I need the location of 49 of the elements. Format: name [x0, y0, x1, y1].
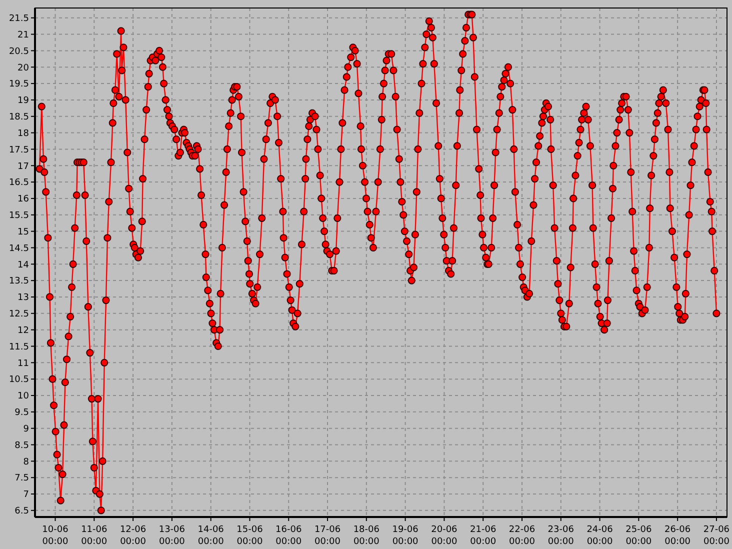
x-tick-label: 23-06 00:00 — [548, 525, 574, 547]
y-tick-label: 14.5 — [8, 244, 29, 254]
y-tick-label: 9.5 — [14, 408, 29, 418]
y-tick-label: 18 — [18, 128, 30, 139]
y-tick-label: 21.5 — [8, 14, 29, 24]
y-tick-label: 11 — [18, 358, 29, 369]
y-tick-label: 7.5 — [14, 474, 29, 484]
x-tick-label: 17-06 00:00 — [314, 525, 341, 547]
y-tick-label: 20.5 — [8, 46, 29, 57]
y-tick-label: 17.5 — [8, 145, 29, 156]
x-tick-label: 21-06 00:00 — [470, 525, 496, 547]
x-tick-label: 13-06 00:00 — [158, 525, 186, 547]
y-tick-label: 9 — [23, 424, 30, 434]
y-tick-label: 15.5 — [8, 211, 29, 222]
x-tick-label: 11-06 00:00 — [81, 525, 108, 547]
y-tick-label: 21 — [18, 30, 29, 40]
y-tick-label: 7 — [23, 490, 29, 500]
x-tick-label: 27-06 00:00 — [703, 525, 730, 547]
y-tick-label: 19 — [18, 96, 30, 106]
x-tick-label: 18-06 00:00 — [353, 525, 380, 547]
y-tick-label: 15 — [18, 227, 29, 238]
x-tick-label: 19-06 00:00 — [392, 525, 419, 547]
x-tick-label: 12-06 00:00 — [120, 525, 146, 547]
y-tick-label: 17 — [18, 162, 29, 172]
x-tick-label: 24-06 00:00 — [586, 525, 614, 547]
x-tick-label: 20-06 00:00 — [431, 525, 458, 547]
y-tick-label: 16.5 — [8, 178, 29, 188]
y-tick-label: 18.5 — [8, 112, 29, 123]
y-tick-label: 19.5 — [8, 80, 29, 90]
x-tick-label: 16-06 00:00 — [276, 525, 302, 547]
y-tick-label: 12.5 — [8, 310, 29, 320]
y-tick-label: 20 — [18, 63, 30, 74]
y-tick-label: 6.5 — [14, 506, 29, 517]
y-tick-label: 13 — [18, 293, 29, 304]
y-tick-label: 12 — [18, 326, 29, 336]
y-tick-label: 16 — [18, 194, 30, 205]
y-tick-label: 11.5 — [8, 342, 29, 352]
x-tick-label: 14-06 00:00 — [198, 525, 224, 547]
y-tick-label: 10.5 — [8, 375, 29, 386]
x-tick-label: 26-06 00:00 — [664, 525, 691, 547]
y-tick-label: 8 — [23, 457, 30, 468]
y-tick-label: 10 — [18, 392, 30, 402]
x-tick-label: 15-06 00:00 — [236, 525, 264, 547]
y-tick-label: 14 — [18, 260, 30, 270]
x-tick-label: 25-06 00:00 — [626, 525, 652, 547]
y-tick-label: 13.5 — [8, 276, 29, 287]
x-tick-label: 10-06 00:00 — [42, 525, 69, 547]
x-tick-label: 22-06 00:00 — [508, 525, 536, 547]
y-tick-label: 8.5 — [14, 440, 29, 451]
